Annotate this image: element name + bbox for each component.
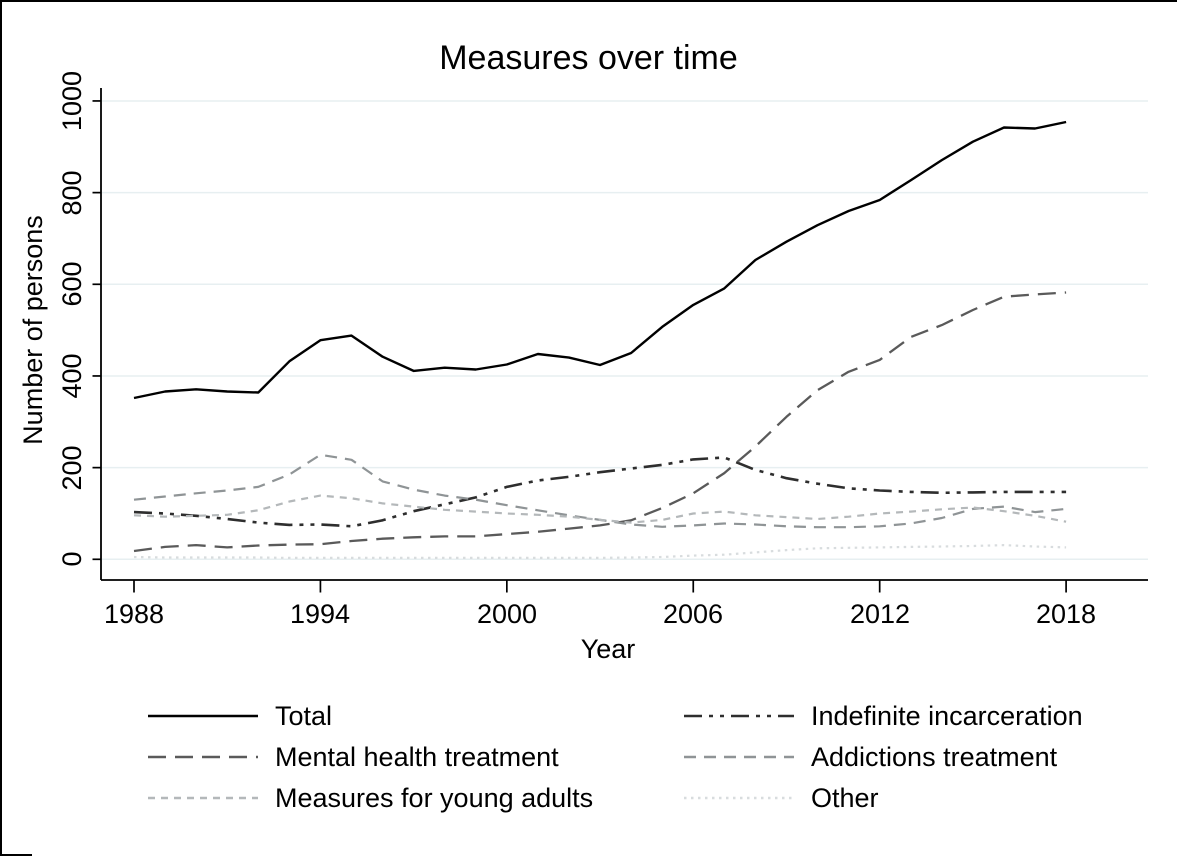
legend-line-addictions-treatment (684, 755, 794, 759)
legend-item-mental-health-treatment: Mental health treatment (147, 741, 683, 772)
x-tick-label-2000: 2000 (476, 599, 538, 629)
series-line-total (133, 120, 1067, 400)
legend-item-measures-for-young-adults: Measures for young adults (147, 782, 683, 813)
legend-item-total: Total (147, 700, 683, 731)
series-line-indefinite-incarceration (133, 456, 1067, 528)
legend-line-mental-health-treatment (148, 755, 258, 759)
x-tick-label-2012: 2012 (849, 599, 911, 629)
x-tick-label-1994: 1994 (289, 599, 351, 629)
legend-line-other (684, 796, 794, 800)
legend-line-measures-for-young-adults (148, 796, 258, 800)
legend-label-addictions-treatment: Addictions treatment (811, 741, 1058, 772)
legend-item-indefinite-incarceration: Indefinite incarceration (683, 700, 1127, 731)
legend-label-total: Total (275, 700, 333, 731)
legend-label-mental-health-treatment: Mental health treatment (275, 741, 559, 772)
legend-label-other: Other (811, 782, 879, 813)
legend-item-addictions-treatment: Addictions treatment (683, 741, 1127, 772)
series-line-addictions-treatment (133, 453, 1067, 529)
chart-legend: Total Indefinite incarceration Mental he… (147, 700, 1127, 813)
x-axis-title: Year (580, 634, 636, 664)
series-line-other (133, 543, 1067, 560)
x-tick-label-2006: 2006 (662, 599, 724, 629)
x-tick-label-1988: 1988 (103, 599, 165, 629)
chart-title: Measures over time (439, 39, 738, 77)
series-line-measures-for-young-adults (133, 494, 1067, 524)
legend-line-total (148, 714, 258, 718)
legend-line-indefinite-incarceration (684, 714, 794, 718)
legend-label-indefinite-incarceration: Indefinite incarceration (811, 700, 1083, 731)
legend-item-other: Other (683, 782, 1127, 813)
legend-label-measures-for-young-adults: Measures for young adults (275, 782, 594, 813)
x-tick-label-2018: 2018 (1035, 599, 1097, 629)
series-line-mental-health-treatment (133, 291, 1067, 553)
frame-border-left (0, 0, 2, 856)
frame-border-bottom-stub (0, 854, 32, 856)
frame-border-top (0, 0, 1177, 2)
